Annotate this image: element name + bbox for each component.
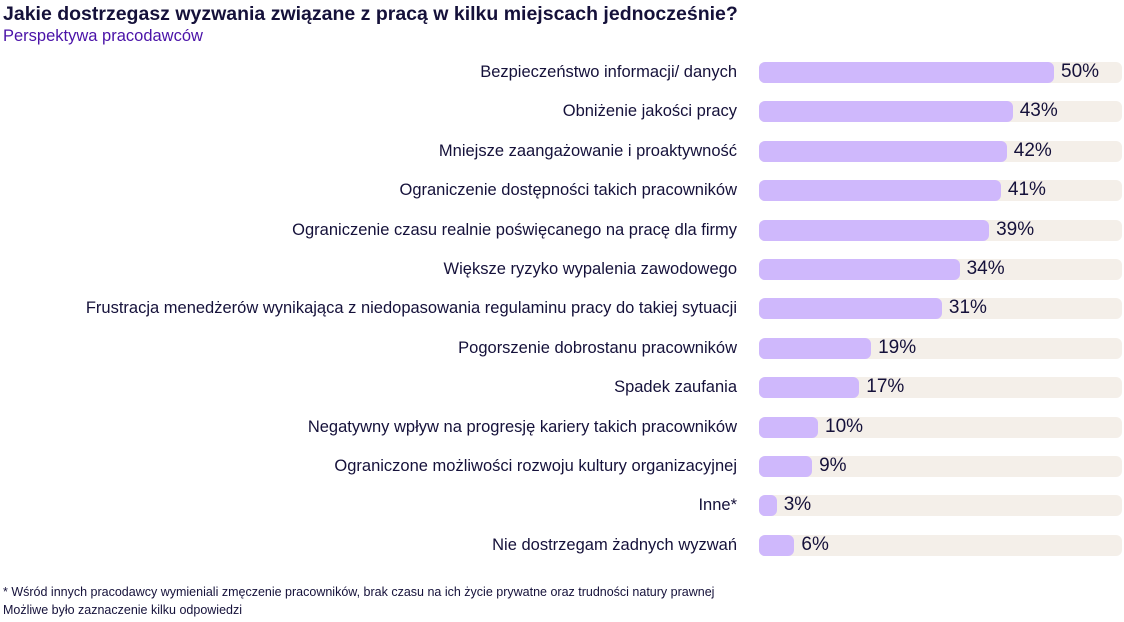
- bar: [759, 534, 795, 556]
- category-label: Nie dostrzegam żadnych wyzwań: [492, 535, 737, 554]
- bar: [759, 101, 1013, 123]
- bar-row: Obniżenie jakości pracy 43%: [0, 100, 1124, 123]
- bar-row: Bezpieczeństwo informacji/ danych 50%: [0, 61, 1124, 84]
- bar-row: Większe ryzyko wypalenia zawodowego 34%: [0, 258, 1124, 281]
- category-label: Ograniczenie dostępności takich pracowni…: [399, 181, 737, 200]
- bar-track: [759, 416, 1122, 438]
- value-label: 31%: [948, 297, 987, 319]
- bar-row: Nie dostrzegam żadnych wyzwań 6%: [0, 533, 1124, 557]
- bar: [759, 140, 1007, 162]
- bar-row: Spadek zaufania 17%: [0, 376, 1124, 399]
- bar-row: Mniejsze zaangażowanie i proaktywność 42%: [0, 139, 1124, 163]
- bar-row: Ograniczenie czasu realnie poświęcanego …: [0, 218, 1124, 242]
- bar: [759, 337, 872, 359]
- category-label: Większe ryzyko wypalenia zawodowego: [443, 260, 737, 278]
- category-label: Pogorszenie dobrostanu pracowników: [458, 338, 737, 357]
- bar-track: [759, 495, 1122, 517]
- value-label: 19%: [878, 336, 917, 358]
- bar: [759, 298, 942, 320]
- bar: [759, 180, 1001, 202]
- value-label: 50%: [1061, 61, 1100, 82]
- bar: [759, 416, 818, 438]
- bar-track: [759, 534, 1122, 556]
- value-label: 34%: [966, 258, 1005, 279]
- category-label: Mniejsze zaangażowanie i proaktywność: [438, 141, 737, 160]
- category-label: Bezpieczeństwo informacji/ danych: [480, 63, 737, 81]
- category-label: Negatywny wpływ na progresję kariery tak…: [307, 417, 737, 436]
- value-label: 41%: [1007, 179, 1046, 201]
- category-label: Obniżenie jakości pracy: [562, 102, 737, 121]
- value-label: 10%: [825, 415, 864, 437]
- category-label: Frustracja menedżerów wynikająca z niedo…: [85, 299, 737, 318]
- bar: [759, 495, 777, 517]
- value-label: 43%: [1019, 100, 1058, 122]
- bar: [759, 219, 990, 241]
- value-label: 42%: [1013, 139, 1052, 161]
- category-label: Ograniczenie czasu realnie poświęcanego …: [292, 220, 737, 239]
- value-label: 9%: [819, 455, 847, 476]
- bar: [759, 456, 813, 477]
- value-label: 6%: [801, 533, 829, 555]
- bar-row: Ograniczone możliwości rozwoju kultury o…: [0, 455, 1124, 478]
- category-label: Ograniczone możliwości rozwoju kultury o…: [334, 457, 737, 475]
- category-label: Spadek zaufania: [614, 378, 737, 397]
- category-label: Inne*: [698, 496, 737, 515]
- chart-subtitle: Perspektywa pracodawców: [3, 27, 203, 45]
- value-label: 3%: [783, 494, 812, 516]
- bar-row: Ograniczenie dostępności takich pracowni…: [0, 179, 1124, 202]
- chart-title: Jakie dostrzegasz wyzwania związane z pr…: [3, 3, 738, 25]
- bar: [759, 377, 860, 399]
- value-label: 17%: [866, 376, 905, 398]
- bar-track: [759, 456, 1122, 477]
- bar-row: Pogorszenie dobrostanu pracowników 19%: [0, 336, 1124, 360]
- footnote-multiple: Możliwe było zaznaczenie kilku odpowiedz…: [3, 603, 243, 617]
- footnote-other: * Wśród innych pracodawcy wymieniali zmę…: [3, 585, 715, 599]
- bar-row: Frustracja menedżerów wynikająca z niedo…: [0, 297, 1124, 320]
- bar-row: Negatywny wpływ na progresję kariery tak…: [0, 415, 1124, 439]
- value-label: 39%: [996, 218, 1035, 240]
- bar: [759, 259, 960, 280]
- bar-row: Inne* 3%: [0, 494, 1124, 517]
- bar: [759, 62, 1054, 83]
